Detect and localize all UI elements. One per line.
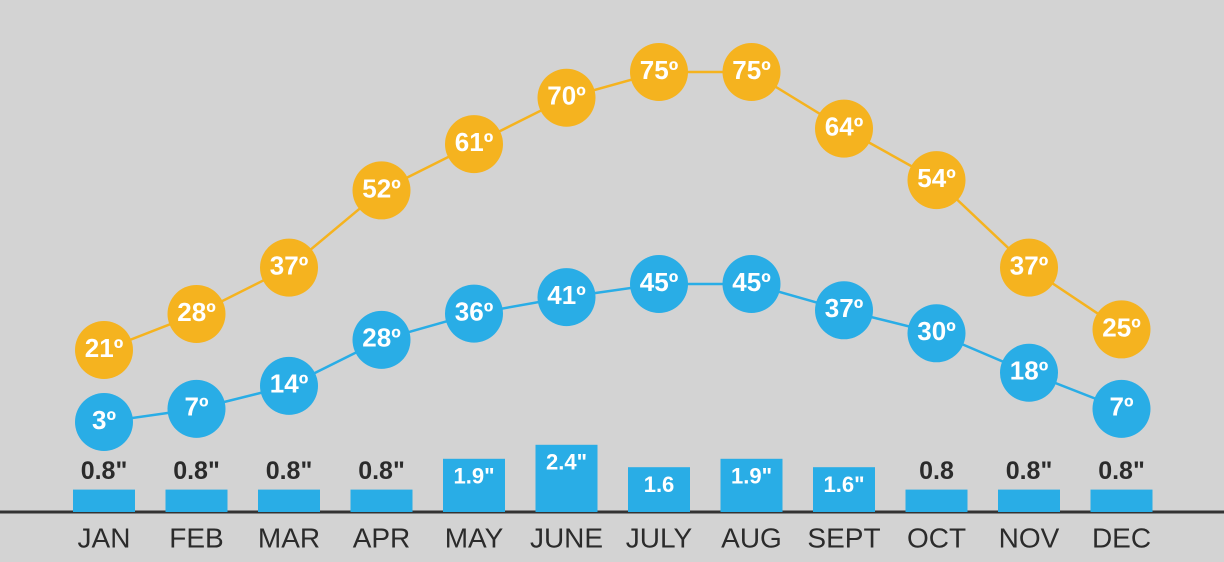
data-label: 45º bbox=[640, 267, 679, 297]
point bbox=[907, 304, 966, 363]
point bbox=[352, 310, 411, 369]
bar bbox=[628, 467, 690, 512]
point bbox=[1092, 300, 1151, 359]
data-label: 64º bbox=[825, 112, 864, 142]
point bbox=[722, 43, 781, 101]
data-label: 2.4" bbox=[546, 450, 587, 475]
data-label: 75º bbox=[640, 55, 679, 85]
data-label: 37º bbox=[1010, 251, 1049, 281]
data-label: 30º bbox=[917, 316, 956, 346]
point bbox=[537, 68, 596, 127]
data-label: 70º bbox=[547, 81, 586, 111]
data-label: 1.6" bbox=[823, 472, 864, 497]
data-label: 52º bbox=[362, 173, 401, 203]
bar bbox=[443, 458, 505, 512]
point bbox=[537, 268, 596, 327]
bar bbox=[258, 489, 320, 512]
point bbox=[352, 161, 411, 220]
data-label: 54º bbox=[917, 163, 956, 193]
data-label: 1.6 bbox=[644, 472, 675, 497]
data-label: 45º bbox=[732, 267, 771, 297]
x-tick-label: APR bbox=[353, 522, 411, 553]
data-label: 21º bbox=[85, 333, 124, 363]
data-label: 0.8 bbox=[919, 457, 954, 485]
x-tick-label: SEPT bbox=[807, 522, 880, 553]
point bbox=[722, 255, 781, 313]
x-tick-label: JAN bbox=[78, 522, 131, 553]
bar bbox=[73, 489, 135, 512]
data-label: 25º bbox=[1102, 312, 1141, 342]
data-label: 0.8" bbox=[173, 457, 220, 485]
bar bbox=[350, 489, 413, 512]
point bbox=[815, 281, 873, 340]
point bbox=[167, 379, 226, 438]
data-label: 36º bbox=[455, 296, 494, 326]
point bbox=[630, 255, 688, 313]
point bbox=[260, 238, 318, 297]
bar bbox=[905, 489, 968, 512]
data-label: 28º bbox=[177, 297, 216, 327]
x-tick-label: JULY bbox=[626, 522, 693, 553]
data-label: 75º bbox=[732, 55, 771, 85]
x-tick-label: OCT bbox=[907, 522, 966, 553]
data-label: 0.8" bbox=[266, 457, 313, 485]
data-label: 7º bbox=[1110, 392, 1134, 422]
bar bbox=[813, 467, 875, 512]
data-label: 18º bbox=[1010, 356, 1049, 386]
point bbox=[445, 115, 503, 174]
data-label: 1.9" bbox=[731, 464, 772, 489]
point bbox=[75, 393, 133, 451]
data-label: 37º bbox=[825, 293, 864, 323]
data-label: 1.9" bbox=[453, 464, 494, 489]
point bbox=[445, 284, 503, 343]
bar bbox=[165, 489, 228, 512]
x-tick-label: MAY bbox=[445, 522, 504, 553]
x-tick-label: MAR bbox=[258, 522, 320, 553]
point bbox=[630, 43, 688, 101]
point bbox=[907, 151, 966, 210]
bar bbox=[535, 444, 598, 512]
point bbox=[1000, 343, 1058, 402]
data-label: 0.8" bbox=[81, 457, 128, 485]
data-label: 0.8" bbox=[1006, 457, 1053, 485]
data-label: 0.8" bbox=[358, 457, 405, 485]
data-label: 37º bbox=[270, 251, 309, 281]
bar bbox=[720, 458, 783, 512]
bar bbox=[998, 489, 1060, 512]
data-label: 28º bbox=[362, 323, 401, 353]
x-tick-label: JUNE bbox=[530, 522, 603, 553]
data-label: 14º bbox=[270, 369, 309, 399]
x-tick-label: AUG bbox=[721, 522, 782, 553]
data-label: 61º bbox=[455, 127, 494, 157]
data-label: 41º bbox=[547, 280, 586, 310]
point bbox=[1092, 379, 1151, 438]
bar bbox=[1090, 489, 1153, 512]
x-tick-label: DEC bbox=[1092, 522, 1151, 553]
point bbox=[1000, 238, 1058, 297]
point bbox=[815, 99, 873, 158]
x-tick-label: FEB bbox=[169, 522, 223, 553]
point bbox=[75, 321, 133, 379]
x-tick-label: NOV bbox=[999, 522, 1060, 553]
data-label: 0.8" bbox=[1098, 457, 1145, 485]
point bbox=[167, 284, 226, 343]
data-label: 3º bbox=[92, 405, 116, 435]
data-label: 7º bbox=[185, 392, 209, 422]
point bbox=[260, 356, 318, 415]
